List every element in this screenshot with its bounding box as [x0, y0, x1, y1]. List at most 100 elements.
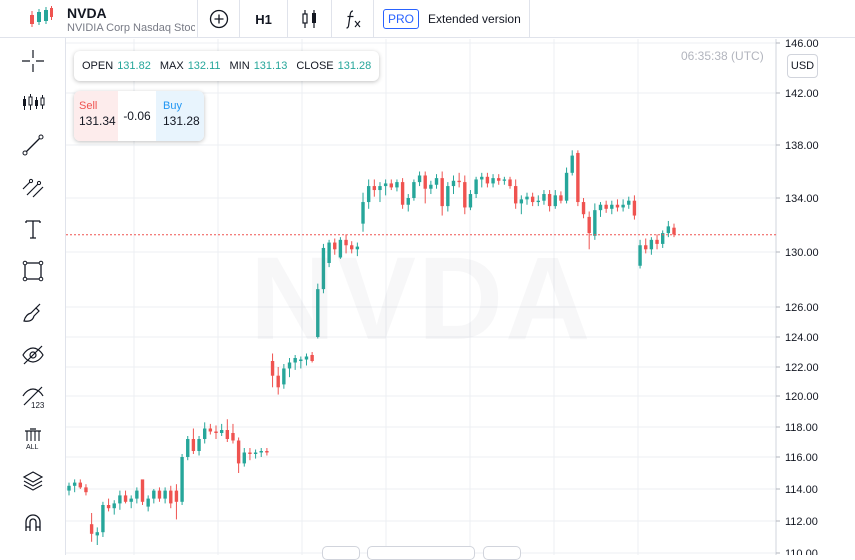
top-toolbar: NVDA NVIDIA Corp Nasdaq Stock H1 PRO Ext…	[0, 0, 855, 38]
symbol-title[interactable]: NVDA	[67, 5, 107, 21]
candle-body	[225, 430, 230, 439]
candle-body	[672, 227, 676, 235]
text-icon	[25, 220, 41, 239]
time-range-control[interactable]	[367, 546, 475, 560]
text-tool[interactable]	[0, 208, 66, 250]
candle-body	[547, 194, 552, 207]
price-axis-label: 122.00	[785, 362, 819, 374]
extended-version-button[interactable]: PRO Extended version	[373, 0, 530, 38]
magnet-tool[interactable]	[0, 502, 66, 544]
price-axis-label: 142.00	[785, 88, 819, 100]
close-value: 131.28	[337, 60, 372, 72]
candle-body	[666, 226, 671, 234]
max-label: MAX	[159, 60, 184, 72]
crosshair-tool[interactable]	[0, 40, 66, 82]
candle-body	[463, 182, 467, 208]
candle-body	[627, 200, 631, 205]
price-axis-label: 110.00	[785, 548, 818, 555]
candle-body	[389, 183, 393, 188]
candle-body	[350, 245, 354, 250]
candle-body	[559, 195, 563, 201]
candle-body	[644, 245, 648, 250]
remove-all-tool[interactable]: ALL	[0, 418, 66, 460]
candle-body	[457, 180, 461, 183]
sell-price: 131.34	[79, 114, 116, 128]
extended-version-label: Extended version	[428, 12, 521, 26]
candle-body	[253, 452, 258, 454]
indicators-button[interactable]	[331, 0, 373, 38]
spread-value: -0.06	[123, 109, 151, 123]
candle-body	[412, 182, 416, 198]
candle-body	[180, 457, 184, 502]
candle-body	[372, 186, 377, 191]
candle-body	[581, 202, 586, 215]
candles-icon	[301, 10, 316, 28]
candle-body	[304, 356, 309, 360]
candle-body	[519, 199, 524, 204]
hide-indicators-tool[interactable]: 123	[0, 376, 66, 418]
candle-body	[123, 495, 128, 502]
candle-body	[660, 233, 665, 244]
candle-body	[208, 428, 213, 432]
candle-settings-tool[interactable]	[0, 82, 66, 124]
plus-circle-icon	[209, 9, 228, 29]
candle-body	[236, 440, 241, 464]
candle-body	[525, 196, 529, 200]
candle-body	[446, 186, 450, 207]
brush-icon	[23, 303, 41, 322]
hide-drawings-tool[interactable]	[0, 334, 66, 376]
fib-channel-tool[interactable]	[0, 166, 66, 208]
candle-body	[140, 479, 145, 502]
pro-badge: PRO	[383, 9, 420, 29]
candle-body	[203, 428, 207, 439]
chart-area[interactable]: 110.00 112.00 114.00 116.00 118.00 120.00 122.…	[66, 39, 855, 555]
candle-body	[638, 245, 642, 266]
candle-body	[406, 198, 410, 205]
rectangle-tool[interactable]	[0, 250, 66, 292]
candle-body	[530, 196, 535, 203]
min-value: 131.13	[253, 60, 288, 72]
candle-body	[508, 179, 512, 187]
buy-button[interactable]: Buy 131.28	[156, 91, 204, 141]
crosshair-icon	[22, 50, 44, 72]
candle-settings-icon	[23, 94, 45, 110]
sell-button[interactable]: Sell 131.34	[74, 91, 118, 141]
zoom-in-button[interactable]	[483, 546, 521, 560]
candle-body	[610, 204, 614, 209]
open-label: OPEN	[82, 60, 114, 72]
candle-body	[632, 200, 637, 216]
candle-body	[513, 186, 518, 204]
candle-body	[491, 178, 495, 184]
candle-body	[480, 176, 484, 180]
candle-body	[321, 247, 326, 290]
candle-body	[429, 184, 433, 189]
price-chart[interactable]: 110.00 112.00 114.00 116.00 118.00 120.00 122.…	[66, 39, 855, 555]
fx-icon	[345, 10, 360, 29]
candle-body	[598, 204, 603, 211]
candle-body	[84, 487, 88, 493]
candle-body	[186, 439, 190, 457]
chart-type-button[interactable]	[287, 0, 331, 38]
candle-body	[542, 194, 546, 201]
layers-tool[interactable]	[0, 460, 66, 502]
candle-body	[231, 433, 235, 441]
compare-button[interactable]	[197, 0, 239, 38]
candle-body	[112, 503, 116, 509]
candle-body	[129, 498, 133, 502]
candle-body	[299, 359, 303, 361]
candle-body	[118, 495, 122, 504]
candle-body	[587, 216, 591, 234]
brush-tool[interactable]	[0, 292, 66, 334]
candle-body	[270, 361, 275, 376]
candle-body	[78, 482, 83, 488]
interval-button[interactable]: H1	[239, 0, 287, 38]
candle-body	[287, 362, 292, 369]
price-axis-label: 116.00	[785, 452, 818, 464]
candle-body	[576, 152, 580, 203]
trend-line-tool[interactable]	[0, 124, 66, 166]
zoom-out-button[interactable]	[322, 546, 360, 560]
currency-button[interactable]: USD	[787, 54, 818, 78]
candle-body	[152, 490, 156, 499]
candle-body	[197, 439, 201, 451]
candle-body	[593, 210, 597, 236]
